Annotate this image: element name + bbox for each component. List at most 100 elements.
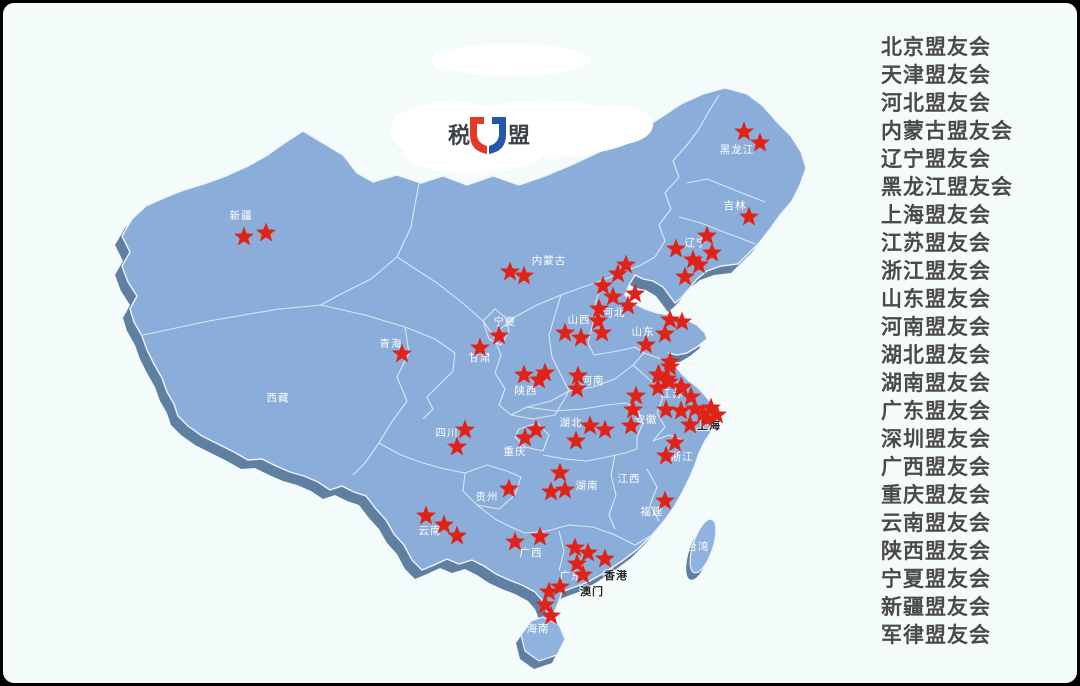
member-list-item: 广东盟友会: [881, 400, 991, 423]
province-label: 广西: [520, 547, 543, 559]
member-list-item: 河南盟友会: [881, 316, 991, 339]
member-list-item: 广西盟友会: [881, 456, 991, 479]
location-star-marker: [455, 419, 475, 439]
location-star-marker: [681, 386, 701, 406]
location-star-marker: [555, 479, 575, 499]
city-label: 澳门: [580, 584, 604, 598]
location-star-marker: [555, 322, 575, 342]
province-label: 云南: [419, 524, 442, 537]
location-star-marker: [734, 121, 754, 141]
member-list-item: 宁夏盟友会: [881, 568, 991, 591]
location-star-marker: [697, 408, 717, 428]
location-star-marker: [593, 275, 613, 295]
location-star-marker: [675, 266, 695, 286]
province-label: 湖北: [560, 417, 583, 429]
member-list-item: 北京盟友会: [881, 36, 991, 59]
location-star-marker: [573, 564, 593, 584]
location-star-marker: [256, 222, 276, 242]
member-list-item: 天津盟友会: [881, 64, 991, 87]
location-star-marker: [683, 249, 703, 269]
location-star-marker: [567, 378, 587, 398]
province-label: 青海: [380, 337, 403, 350]
location-star-marker: [693, 403, 713, 423]
location-star-marker: [685, 398, 705, 418]
location-star-marker: [656, 399, 676, 419]
location-star-marker: [655, 490, 675, 510]
location-star-marker: [392, 343, 412, 363]
location-star-marker: [505, 531, 525, 551]
location-star-marker: [567, 553, 587, 573]
location-star-marker: [550, 576, 570, 596]
location-star-marker: [535, 594, 555, 614]
location-star-marker: [623, 399, 643, 419]
location-star-marker: [416, 505, 436, 525]
member-list-item: 重庆盟友会: [881, 484, 991, 507]
province-label: 浙江: [671, 451, 694, 463]
province-label: 四川: [436, 427, 459, 439]
location-star-marker: [535, 362, 555, 382]
member-list-item: 辽宁盟友会: [881, 148, 991, 171]
china-map: 新疆青海西藏甘肃宁夏内蒙古陕西山西河北山东河南江苏安徽湖北湖南江西浙江福建贵州四…: [115, 44, 807, 669]
province-label: 福建: [641, 505, 664, 518]
taxunion-logo: 税 盟: [448, 117, 530, 154]
location-star-marker: [489, 325, 509, 345]
location-star-marker: [526, 419, 546, 439]
location-star-marker: [648, 364, 668, 384]
province-label: 西藏: [267, 392, 290, 404]
location-star-marker: [530, 526, 550, 546]
location-star-marker: [589, 298, 609, 318]
location-star-marker: [660, 309, 680, 329]
location-star-marker: [660, 356, 680, 376]
location-star-marker: [665, 432, 685, 452]
member-list-item: 云南盟友会: [881, 512, 991, 535]
location-star-marker: [565, 537, 585, 557]
map-body: [121, 87, 807, 662]
member-list-item: 湖南盟友会: [881, 372, 991, 395]
province-label: 新疆: [230, 209, 253, 222]
location-star-marker: [434, 514, 454, 534]
location-star-marker: [529, 369, 549, 389]
location-star-marker: [750, 132, 770, 152]
province-labels: 新疆青海西藏甘肃宁夏内蒙古陕西山西河北山东河南江苏安徽湖北湖南江西浙江福建贵州四…: [230, 143, 755, 635]
province-label: 宁夏: [494, 315, 517, 328]
member-list-item: 山东盟友会: [881, 288, 991, 311]
location-star-marker: [618, 295, 638, 315]
location-star-marker: [514, 265, 534, 285]
cloud-decorations: [390, 44, 653, 173]
location-star-marker: [702, 242, 722, 262]
location-star-marker: [689, 254, 709, 274]
location-star-marker: [626, 385, 646, 405]
location-star-marker: [568, 365, 588, 385]
location-star-marker: [515, 427, 535, 447]
member-list-item: 江苏盟友会: [881, 232, 991, 255]
member-list-item: 军律盟友会: [881, 624, 991, 647]
province-label: 黑龙江: [720, 143, 755, 156]
location-star-marker: [571, 327, 591, 347]
province-label: 重庆: [504, 445, 527, 458]
location-star-marker: [707, 404, 727, 424]
location-star-marker: [697, 225, 717, 245]
location-star-marker: [499, 478, 519, 498]
logo-mark-blue: [489, 117, 506, 154]
location-star-marker: [539, 581, 559, 601]
province-label: 辽宁: [685, 236, 708, 249]
location-star-marker: [656, 445, 676, 465]
member-list-item: 浙江盟友会: [881, 260, 991, 283]
location-star-marker: [566, 430, 586, 450]
location-star-marker: [595, 548, 615, 568]
province-label: 贵州: [476, 490, 499, 503]
logo-mark-red: [470, 117, 487, 154]
location-star-marker: [447, 436, 467, 456]
location-star-marker: [550, 462, 570, 482]
province-label: 海南: [527, 622, 550, 635]
location-star-marker: [616, 254, 636, 274]
location-star-marker: [655, 323, 675, 343]
province-label: 湖南: [576, 479, 599, 492]
province-label: 吉林: [724, 199, 747, 212]
member-list-item: 陕西盟友会: [881, 540, 991, 563]
location-star-marker: [621, 415, 641, 435]
location-star-marker: [595, 419, 615, 439]
cloud-logo: [403, 133, 543, 173]
city-label: 香港: [603, 568, 628, 582]
